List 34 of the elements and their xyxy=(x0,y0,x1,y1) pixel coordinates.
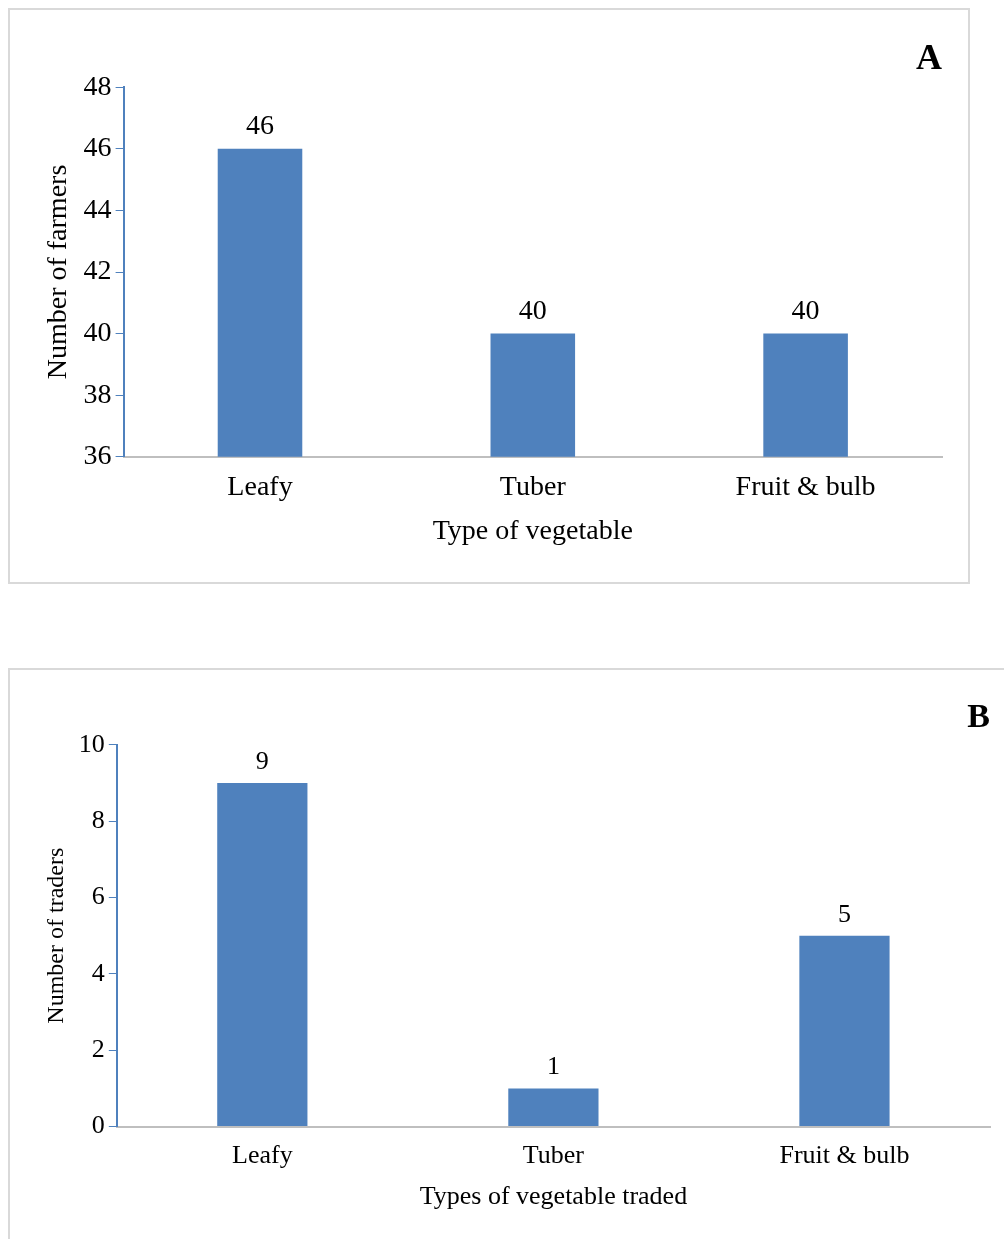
x-tick-label: Fruit & bulb xyxy=(735,469,876,501)
y-tick-label: 38 xyxy=(83,377,112,409)
y-tick-label: 42 xyxy=(83,254,112,286)
x-axis-title: Types of vegetable traded xyxy=(419,1181,688,1211)
chart-title: A xyxy=(916,36,942,77)
bar xyxy=(217,782,308,1127)
x-tick-label: Fruit & bulb xyxy=(779,1140,910,1170)
data-label: 9 xyxy=(255,745,269,775)
chart-title: B xyxy=(967,697,990,735)
y-tick-label: 48 xyxy=(83,69,112,101)
y-tick-label: 40 xyxy=(83,315,112,347)
y-tick-label: 6 xyxy=(91,881,105,911)
y-tick-label: 4 xyxy=(91,957,105,987)
y-axis-title: Number of traders xyxy=(41,847,68,1024)
y-tick-label: 44 xyxy=(83,192,112,224)
y-tick-label: 0 xyxy=(91,1110,105,1140)
bar xyxy=(508,1088,599,1127)
y-tick-label: 2 xyxy=(91,1034,105,1064)
bar xyxy=(799,935,890,1127)
y-tick-label: 10 xyxy=(78,728,105,758)
data-label: 40 xyxy=(791,293,820,325)
y-tick-label: 8 xyxy=(91,804,105,834)
data-label: 5 xyxy=(837,898,851,928)
x-tick-label: Leafy xyxy=(232,1140,293,1170)
y-tick-label: 36 xyxy=(83,439,112,471)
x-tick-label: Tuber xyxy=(499,469,567,501)
y-tick-label: 46 xyxy=(83,131,112,163)
data-label: 40 xyxy=(518,293,547,325)
x-tick-label: Leafy xyxy=(227,469,293,501)
data-label: 46 xyxy=(246,109,274,141)
x-tick-label: Tuber xyxy=(522,1140,585,1170)
data-label: 1 xyxy=(546,1051,560,1081)
x-axis-title: Type of vegetable xyxy=(432,513,633,545)
y-axis-title: Number of farmers xyxy=(41,164,73,380)
